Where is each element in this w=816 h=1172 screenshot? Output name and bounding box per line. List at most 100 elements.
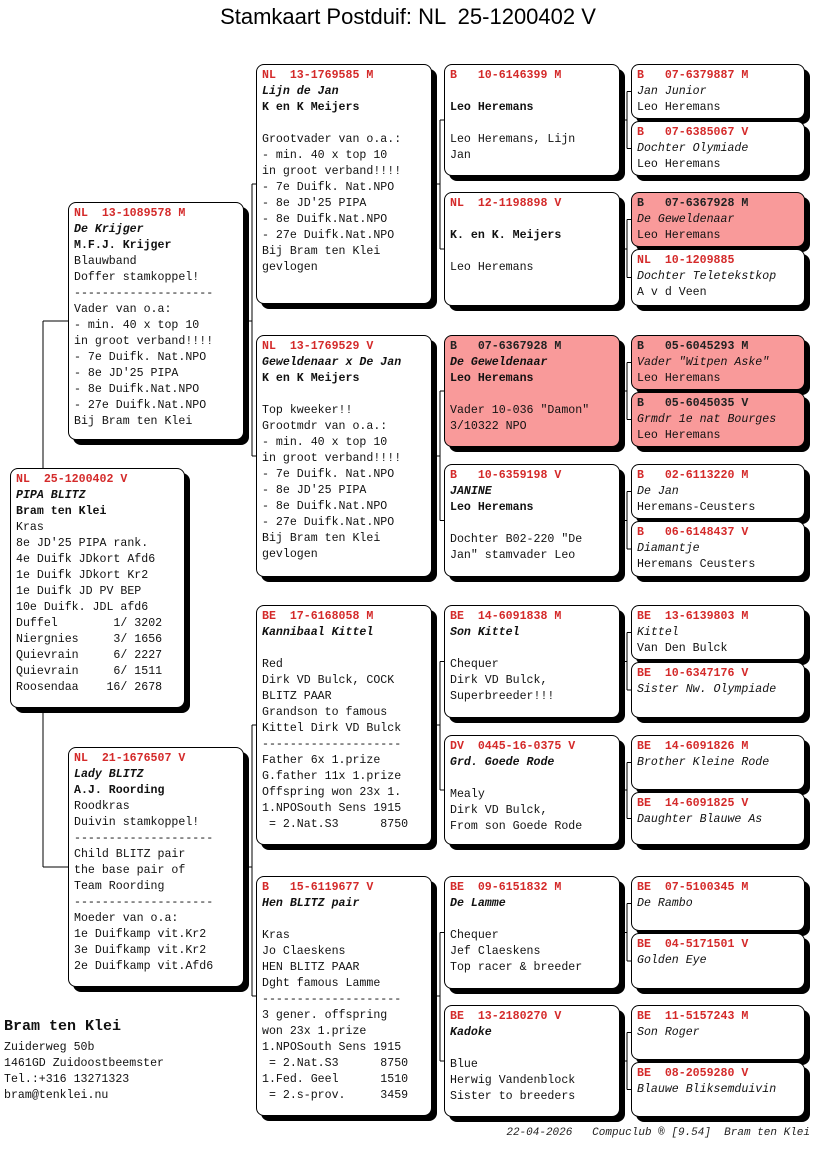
pigeon-note: - 8e JD'25 PIPA xyxy=(262,484,367,497)
ring-number: NL 25-1200402 V xyxy=(16,473,128,486)
pigeon-name: Kannibaal Kittel xyxy=(262,626,374,639)
pigeon-card-gen5[interactable]: BE 11-5157243 M Son Roger xyxy=(631,1005,805,1060)
contact-name: Bram ten Klei xyxy=(4,1018,122,1035)
pigeon-card-gen4[interactable]: BE 13-2180270 V Kadoke Blue Herwig Vandenbl… xyxy=(444,1005,620,1117)
contact-email: bram@tenklei.nu xyxy=(4,1089,109,1102)
pigeon-card-gen5[interactable]: B 05-6045035 V Grmdr 1e nat Bourges Leo He… xyxy=(631,392,805,447)
pigeon-note: Superbreeder!!! xyxy=(450,690,555,703)
pigeon-name: De Geweldenaar xyxy=(450,356,548,369)
pigeon-card-gen4[interactable]: BE 14-6091838 M Son Kittel Chequer Dirk VD … xyxy=(444,605,620,718)
pigeon-card-gen3[interactable]: BE 17-6168058 M Kannibaal Kittel Red Dirk V… xyxy=(256,605,432,845)
pigeon-card-gen5[interactable]: BE 10-6347176 V Sister Nw. Olympiade xyxy=(631,662,805,718)
pigeon-card-gen5[interactable]: B 07-6367928 M De Geweldenaar Leo Heremans xyxy=(631,192,805,247)
pigeon-note: Grandson to famous xyxy=(262,706,388,719)
pigeon-note: Chequer xyxy=(450,658,499,671)
pigeon-card-gen5[interactable]: B 05-6045293 M Vader "Witpen Aske" Leo Her… xyxy=(631,335,805,390)
breeder-name: K en K Meijers xyxy=(262,101,360,114)
pigeon-card-gen5[interactable]: BE 14-6091825 V Daughter Blauwe As xyxy=(631,792,805,845)
pigeon-name: De Krijger xyxy=(74,223,144,236)
pigeon-note xyxy=(262,116,426,132)
pigeon-card-gen2[interactable]: NL 13-1089578 M De Krijger M.F.J. Krijger B… xyxy=(68,202,244,440)
pigeon-note: Top racer & breeder xyxy=(450,961,583,974)
pigeon-note xyxy=(262,641,426,657)
breeder-name: K. en K. Meijers xyxy=(450,229,562,242)
breeder-name: Leo Heremans xyxy=(450,372,534,385)
pigeon-name: JANINE xyxy=(450,485,492,498)
ring-number: BE 09-6151832 M xyxy=(450,881,562,894)
pigeon-card-gen5[interactable]: BE 07-5100345 M De Rambo xyxy=(631,876,805,931)
pigeon-note: - 7e Duifk. Nat.NPO xyxy=(74,351,207,364)
pigeon-card-gen5[interactable]: BE 04-5171501 V Golden Eye xyxy=(631,933,805,989)
pigeon-note: BLITZ PAAR xyxy=(262,690,332,703)
pigeon-card-gen4[interactable]: B 10-6146399 M Leo Heremans Leo Heremans, … xyxy=(444,64,620,176)
contact-city: 1461GD Zuidoostbeemster xyxy=(4,1057,165,1070)
breeder-name: Van Den Bulck xyxy=(637,642,728,655)
pigeon-note: Offspring won 23x 1. xyxy=(262,786,402,799)
pigeon-note: Jan" stamvader Leo xyxy=(450,549,576,562)
pigeon-note: 1e Duifkamp vit.Kr2 xyxy=(74,928,207,941)
ring-number: NL 21-1676507 V xyxy=(74,752,186,765)
pigeon-card-gen4[interactable]: B 10-6359198 V JANINE Leo Heremans Dochter … xyxy=(444,464,620,577)
pigeon-note: = 2.Nat.S3 8750 xyxy=(262,1057,409,1070)
pigeon-note: Dirk VD Bulck, xyxy=(450,674,548,687)
pigeon-card-gen5[interactable]: BE 08-2059280 V Blauwe Bliksemduivin xyxy=(631,1062,805,1117)
pigeon-note: Team Roording xyxy=(74,880,165,893)
pigeon-note: Roosendaa 16/ 2678 xyxy=(16,681,163,694)
pigeon-card-subject[interactable]: NL 25-1200402 V PIPA BLITZ Bram ten Klei Kr… xyxy=(10,468,185,708)
pigeon-note: Red xyxy=(262,658,283,671)
pigeon-note: Doffer stamkoppel! xyxy=(74,271,200,284)
ring-number: BE 04-5171501 V xyxy=(637,938,749,951)
pigeon-note: Mealy xyxy=(450,788,485,801)
pigeon-note: Duffel 1/ 3202 xyxy=(16,617,163,630)
page-title: Stamkaart Postduif: NL 25-1200402 V xyxy=(220,4,596,29)
pigeon-name: Blauwe Bliksemduivin xyxy=(637,1083,777,1096)
pigeon-name: Kadoke xyxy=(450,1026,492,1039)
pigeon-name: Jan Junior xyxy=(637,85,707,98)
pigeon-card-gen3[interactable]: NL 13-1769585 M Lijn de Jan K en K Meijers… xyxy=(256,64,432,304)
pigeon-card-gen5[interactable]: B 07-6379887 M Jan Junior Leo Heremans xyxy=(631,64,805,119)
pigeon-card-gen4[interactable]: BE 09-6151832 M De Lamme Chequer Jef Claesk… xyxy=(444,876,620,989)
ring-number: BE 14-6091825 V xyxy=(637,797,749,810)
pigeon-card-gen2[interactable]: NL 21-1676507 V Lady BLITZ A.J. Roording Ro… xyxy=(68,747,244,987)
pigeon-card-gen5[interactable]: BE 14-6091826 M Brother Kleine Rode xyxy=(631,735,805,790)
pigeon-note: gevlogen xyxy=(262,261,318,274)
pigeon-note: 8e JD'25 PIPA rank. xyxy=(16,537,149,550)
pigeon-card-gen5[interactable]: BE 13-6139803 M Kittel Van Den Bulck xyxy=(631,605,805,660)
pigeon-card-gen5[interactable]: B 02-6113220 M De Jan Heremans-Ceusters xyxy=(631,464,805,519)
pigeon-note: -------------------- xyxy=(74,832,214,845)
pigeon-card-gen5[interactable]: B 06-6148437 V Diamantje Heremans Ceusters xyxy=(631,521,805,577)
pigeon-note: = 2.Nat.S3 8750 xyxy=(262,818,409,831)
pigeon-note: - 8e JD'25 PIPA xyxy=(262,197,367,210)
pigeon-note: Duivin stamkoppel! xyxy=(74,816,200,829)
pigeon-card-gen5[interactable]: NL 10-1209885 Dochter Teletekstkop A v d V… xyxy=(631,249,805,306)
breeder-name: A.J. Roording xyxy=(74,784,165,797)
pigeon-note: 1.NPOSouth Sens 1915 xyxy=(262,802,402,815)
pigeon-card-gen4[interactable]: NL 12-1198898 V K. en K. Meijers Leo Herem… xyxy=(444,192,620,306)
pigeon-card-gen4[interactable]: B 07-6367928 M De Geweldenaar Leo Heremans… xyxy=(444,335,620,447)
ring-number: B 02-6113220 M xyxy=(637,469,749,482)
pigeon-note xyxy=(450,244,614,260)
ring-number: B 05-6045035 V xyxy=(637,397,749,410)
pigeon-note: - 8e JD'25 PIPA xyxy=(74,367,179,380)
pigeon-note: 1.Fed. Geel 1510 xyxy=(262,1073,409,1086)
pigeon-card-gen4[interactable]: DV 0445-16-0375 V Grd. Goede Rode Mealy Dir… xyxy=(444,735,620,845)
pigeon-note: - min. 40 x top 10 xyxy=(262,149,388,162)
pigeon-name: De Geweldenaar xyxy=(637,213,735,226)
pigeon-card-gen3[interactable]: NL 13-1769529 V Geweldenaar x De Jan K en … xyxy=(256,335,432,577)
pigeon-card-gen5[interactable]: B 07-6385067 V Dochter Olymiade Leo Herema… xyxy=(631,121,805,176)
pigeon-card-gen3[interactable]: B 15-6119677 V Hen BLITZ pair Kras Jo Claes… xyxy=(256,876,432,1116)
ring-number: B 10-6359198 V xyxy=(450,469,562,482)
ring-number: BE 17-6168058 M xyxy=(262,610,374,623)
pigeon-note xyxy=(262,387,426,403)
pigeon-name: Daughter Blauwe As xyxy=(637,813,763,826)
pigeon-name: Geweldenaar x De Jan xyxy=(262,356,402,369)
pigeon-name: PIPA BLITZ xyxy=(16,489,86,502)
pigeon-name: Brother Kleine Rode xyxy=(637,756,770,769)
pigeon-note: - 27e Duifk.Nat.NPO xyxy=(74,399,207,412)
pigeon-name: Lady BLITZ xyxy=(74,768,144,781)
pigeon-name xyxy=(450,84,614,100)
ring-number: B 15-6119677 V xyxy=(262,881,374,894)
pigeon-name: Grmdr 1e nat Bourges xyxy=(637,413,777,426)
pigeon-note: Leo Heremans xyxy=(450,261,534,274)
